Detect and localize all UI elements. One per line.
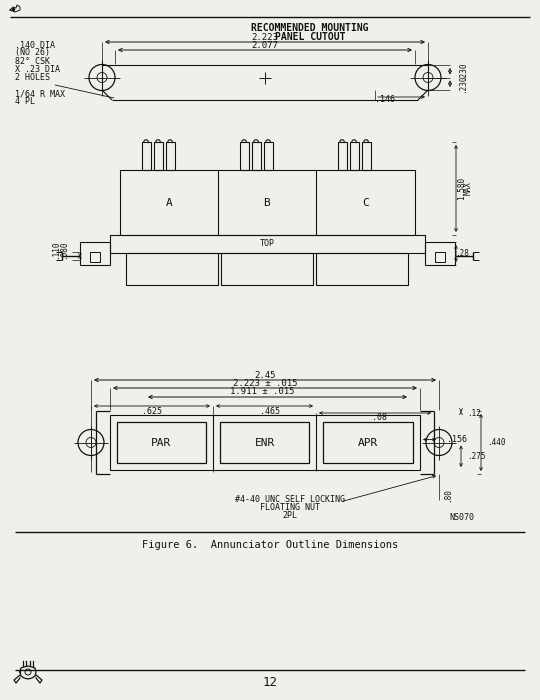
Bar — [153, 142, 163, 170]
Text: .12: .12 — [467, 409, 481, 417]
Text: .440: .440 — [487, 438, 505, 447]
Text: .080: .080 — [59, 241, 68, 259]
Text: 2.077: 2.077 — [252, 41, 279, 50]
Text: X .23 DIA: X .23 DIA — [15, 64, 60, 74]
Text: 4 PL: 4 PL — [15, 97, 35, 106]
Text: RECOMMENDED MOUNTING: RECOMMENDED MOUNTING — [251, 23, 369, 33]
Text: .465: .465 — [260, 407, 280, 416]
Text: .28: .28 — [455, 249, 469, 258]
Bar — [110, 415, 420, 470]
Bar — [252, 142, 261, 170]
Text: PAR: PAR — [151, 438, 172, 447]
Bar — [240, 142, 248, 170]
Bar — [90, 252, 100, 262]
Bar — [126, 253, 218, 285]
Text: (NO 26): (NO 26) — [15, 48, 50, 57]
Text: APR: APR — [358, 438, 378, 447]
Bar — [220, 422, 309, 463]
Bar — [221, 253, 313, 285]
Text: .08: .08 — [373, 412, 388, 421]
Text: .80: .80 — [443, 488, 452, 502]
Bar — [166, 142, 174, 170]
Text: .625: .625 — [142, 407, 162, 416]
Text: ENR: ENR — [254, 438, 275, 447]
Text: C: C — [362, 197, 369, 207]
Bar — [117, 422, 206, 463]
Text: .140 DIA: .140 DIA — [15, 41, 55, 50]
Text: 2.45: 2.45 — [254, 370, 276, 379]
Text: A: A — [166, 197, 172, 207]
Bar — [338, 142, 347, 170]
Text: MAX: MAX — [463, 181, 472, 195]
Text: 82° CSK: 82° CSK — [15, 57, 50, 66]
Text: .275: .275 — [467, 452, 485, 461]
Bar — [316, 253, 408, 285]
Bar — [110, 235, 425, 253]
Text: .156: .156 — [447, 435, 467, 444]
Text: 2 HOLES: 2 HOLES — [15, 73, 50, 81]
Text: .230: .230 — [458, 62, 467, 80]
Text: PANEL CUTOUT: PANEL CUTOUT — [275, 32, 345, 42]
Text: 2PL: 2PL — [282, 512, 298, 521]
Text: NS070: NS070 — [449, 512, 475, 522]
Text: Figure 6.  Annunciator Outline Dimensions: Figure 6. Annunciator Outline Dimensions — [142, 540, 398, 550]
Text: 2.223 ± .015: 2.223 ± .015 — [233, 379, 297, 388]
Bar — [141, 142, 151, 170]
Bar — [349, 142, 359, 170]
Text: FLOATING NUT: FLOATING NUT — [260, 503, 320, 512]
Bar — [362, 142, 370, 170]
Text: B: B — [264, 197, 271, 207]
Text: #4-40 UNC SELF LOCKING: #4-40 UNC SELF LOCKING — [235, 496, 345, 505]
Text: TOP: TOP — [260, 239, 275, 248]
Text: 2.223: 2.223 — [252, 32, 279, 41]
Bar — [264, 142, 273, 170]
Bar — [435, 252, 445, 262]
Bar — [323, 422, 413, 463]
Text: .110: .110 — [51, 241, 60, 259]
Bar — [120, 170, 415, 235]
Text: 12: 12 — [262, 676, 278, 689]
Text: 1/64 R MAX: 1/64 R MAX — [15, 90, 65, 99]
Text: .146: .146 — [375, 94, 395, 104]
Text: .230: .230 — [458, 74, 467, 93]
Text: 1.911 ± .015: 1.911 ± .015 — [230, 388, 295, 396]
Text: 1.580: 1.580 — [457, 177, 467, 200]
